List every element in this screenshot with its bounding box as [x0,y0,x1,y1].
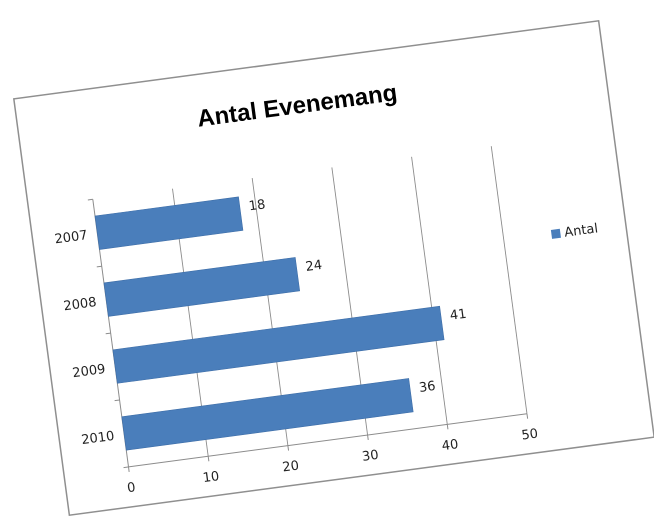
chart-card: Antal Evenemang 010203040502007182008242… [12,19,654,517]
data-label: 24 [305,258,323,275]
plot-area: 0 10 20 30 40 50 2007 18 2008 24 2009 41 2010 36 [54,146,539,496]
data-label: 41 [449,307,467,324]
y-tick-mark [105,332,111,335]
bar [112,305,445,384]
x-tick-label: 40 [441,437,459,454]
x-tick-label: 30 [361,448,379,465]
x-tick-label: 0 [126,480,136,496]
category-label: 2009 [72,362,107,381]
x-tick-mark [128,466,130,472]
x-tick-mark [287,445,290,451]
bar [103,257,301,317]
category-label: 2010 [81,429,116,448]
x-tick-label: 10 [202,469,220,486]
data-label: 36 [418,379,436,396]
bar [94,196,244,250]
category-label: 2008 [63,295,98,314]
gridline-x [411,156,448,425]
x-tick-mark [526,413,529,419]
chart-frame [12,19,654,517]
x-tick-label: 20 [282,458,300,475]
y-tick-mark [123,466,129,469]
legend-label: Antal [563,221,598,240]
legend-swatch [550,228,561,239]
x-tick-mark [446,424,449,430]
x-tick-mark [367,434,369,441]
x-tick-mark [207,456,210,462]
bar [121,378,414,451]
y-tick-mark [96,265,102,268]
y-tick-mark [114,399,120,402]
gridline-x [490,146,528,414]
y-tick-mark [87,198,93,201]
x-tick-label: 50 [521,427,539,444]
data-label: 18 [248,197,266,214]
category-label: 2007 [54,228,89,247]
legend: Antal [550,221,599,241]
x-axis-line [128,413,528,468]
